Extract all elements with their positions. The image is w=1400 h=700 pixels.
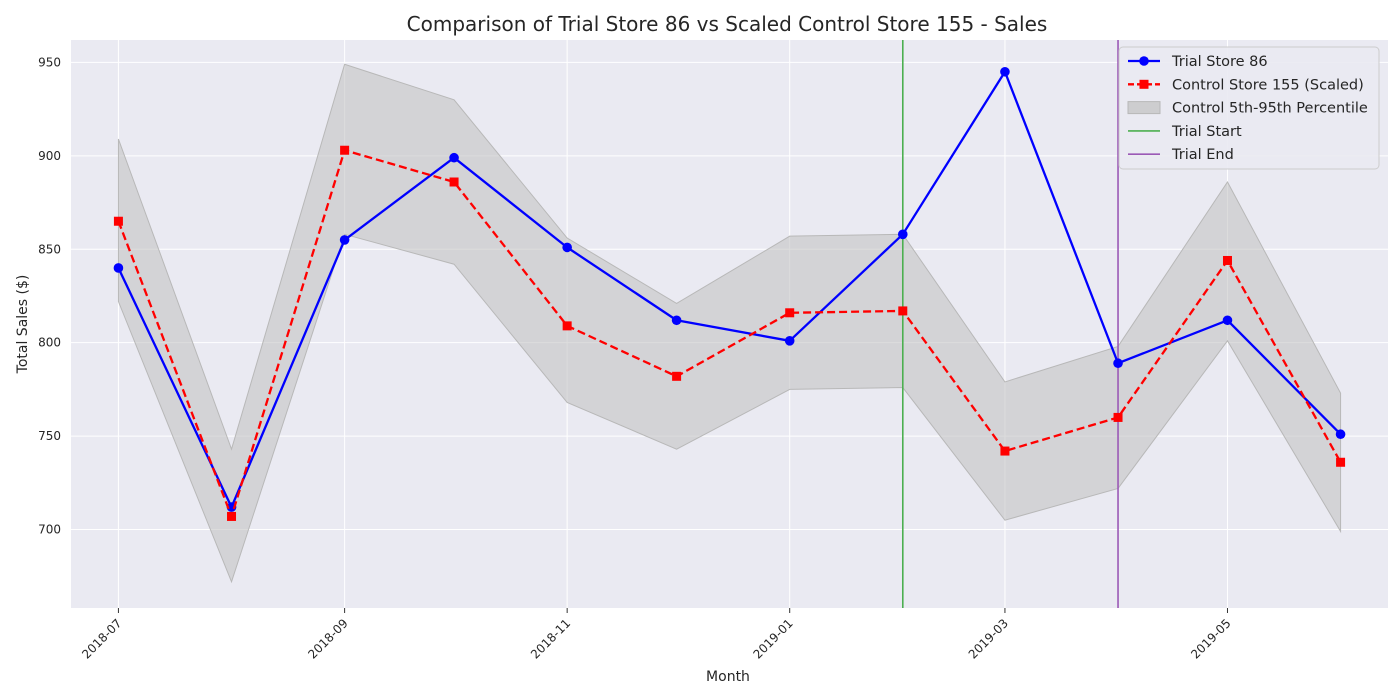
vertical-lines: [901, 40, 1119, 608]
trial-point: [671, 315, 682, 326]
control-point: [1113, 412, 1123, 422]
y-tick-label: 700: [38, 523, 61, 537]
y-axis-label: Total Sales ($): [15, 275, 31, 375]
control-point: [449, 177, 459, 187]
x-tick-label: 2018-11: [528, 616, 573, 661]
y-tick-label: 750: [38, 429, 61, 443]
x-axis-ticks: 2018-07 2018-09 2018-11 2019-01 2019-03 2019-…: [79, 608, 1234, 662]
x-tick-label: 2018-09: [305, 616, 350, 661]
legend-swatch-band: [1127, 101, 1161, 115]
trial-point: [1000, 66, 1010, 77]
series-lines: [113, 66, 1346, 521]
trial-series-line: [117, 70, 1342, 509]
control-series-line: [117, 149, 1342, 518]
trial-point: [562, 242, 572, 253]
y-tick-label: 800: [38, 336, 61, 350]
trial-point: [449, 152, 459, 163]
x-tick-label: 2018-07: [79, 616, 124, 661]
y-tick-label: 950: [38, 55, 61, 69]
trial-point: [1113, 358, 1123, 369]
legend-label-trial-end: Trial End: [1171, 147, 1234, 163]
control-point: [562, 321, 572, 331]
control-point: [113, 216, 123, 226]
y-axis-ticks: 700 750 800 850 900 950: [38, 55, 61, 536]
legend-box: [1118, 46, 1380, 170]
control-point: [898, 306, 908, 316]
legend-label-trial: Trial Store 86: [1171, 54, 1268, 70]
x-axis-label: Month: [706, 669, 750, 685]
y-tick-label: 850: [38, 242, 61, 256]
control-point: [672, 371, 682, 381]
control-point: [785, 308, 795, 318]
trial-point: [113, 263, 124, 273]
legend-label-trial-start: Trial Start: [1171, 124, 1242, 140]
control-point: [1336, 457, 1346, 467]
legend: Trial Store 86 Control Store 155 (Scaled)…: [1118, 46, 1380, 170]
percentile-band: [117, 63, 1342, 584]
trial-point: [226, 502, 237, 512]
x-tick-label: 2019-03: [966, 616, 1011, 661]
control-point: [1222, 255, 1232, 265]
legend-marker-trial: [1139, 56, 1149, 66]
control-point: [340, 145, 350, 155]
trial-point: [897, 229, 908, 240]
legend-label-band: Control 5th-95th Percentile: [1172, 101, 1368, 117]
x-tick-label: 2019-05: [1188, 616, 1233, 661]
trial-point: [339, 235, 350, 245]
trial-point: [1335, 429, 1346, 440]
trial-point: [784, 336, 795, 346]
control-point: [1000, 446, 1010, 456]
control-point: [227, 511, 237, 521]
percentile-band-group: [117, 63, 1342, 584]
x-tick-label: 2019-01: [750, 616, 795, 661]
legend-label-control: Control Store 155 (Scaled): [1172, 77, 1364, 93]
chart-title: Comparison of Trial Store 86 vs Scaled C…: [407, 12, 1048, 36]
legend-marker-control: [1139, 79, 1149, 89]
y-tick-label: 900: [38, 149, 61, 163]
trial-point: [1222, 315, 1233, 326]
